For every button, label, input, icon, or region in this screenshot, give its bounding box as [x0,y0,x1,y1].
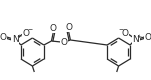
Text: O: O [61,38,68,47]
Text: +: + [137,34,142,38]
Text: O: O [121,28,128,38]
Text: N: N [12,34,19,44]
Text: O: O [65,23,72,32]
Text: O: O [50,24,57,33]
Text: −: − [118,26,123,32]
Text: O: O [0,32,7,42]
Text: +: + [16,34,21,38]
Text: −: − [28,26,33,32]
Text: N: N [132,34,139,44]
Text: O: O [23,28,30,38]
Text: O: O [144,32,151,42]
